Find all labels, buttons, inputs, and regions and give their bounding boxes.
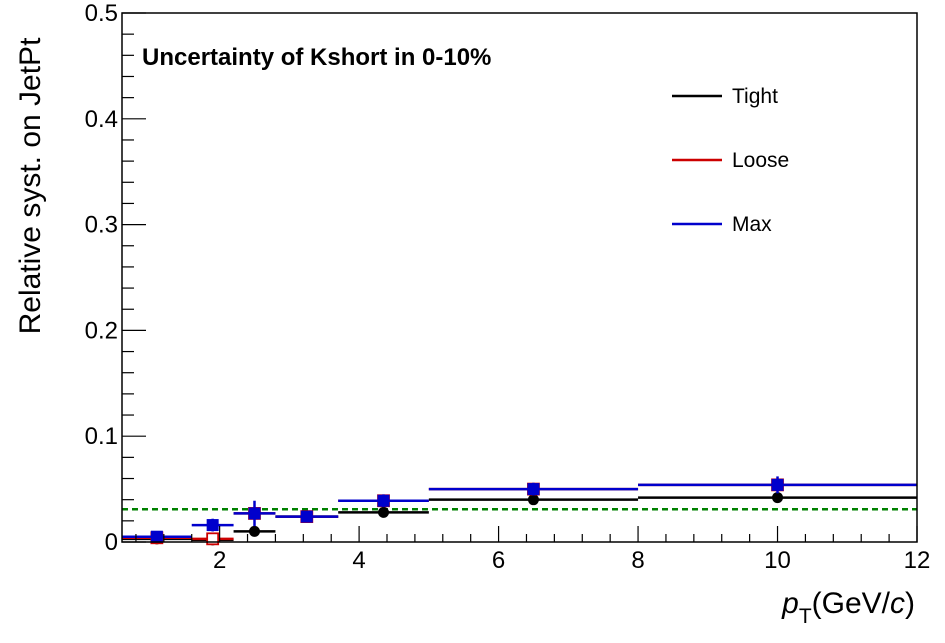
x-tick-label: 6 bbox=[492, 547, 505, 574]
x-tick-label: 10 bbox=[764, 547, 791, 574]
x-axis-title-sub: T bbox=[799, 605, 812, 628]
data-point bbox=[527, 483, 540, 496]
x-axis-title: pT(GeV/c) bbox=[781, 587, 915, 628]
data-point bbox=[772, 492, 784, 504]
data-point bbox=[150, 530, 163, 543]
plot-frame bbox=[121, 12, 918, 543]
data-point bbox=[300, 510, 313, 523]
data-point bbox=[377, 494, 390, 507]
data-point bbox=[378, 506, 390, 518]
x-tick-label: 2 bbox=[213, 547, 226, 574]
chart-title: Uncertainty of Kshort in 0-10% bbox=[142, 44, 491, 71]
x-axis-title-main: p bbox=[781, 587, 799, 620]
x-axis-title-unit-prefix: (GeV/ bbox=[812, 587, 891, 620]
legend-label: Max bbox=[732, 213, 772, 236]
y-tick-label: 0.5 bbox=[85, 0, 118, 27]
x-axis-title-unit-italic: c bbox=[890, 587, 905, 620]
legend-item-loose: Loose bbox=[672, 149, 789, 172]
legend-label: Tight bbox=[732, 85, 778, 108]
y-tick-label: 0.3 bbox=[85, 212, 118, 239]
x-tick-label: 4 bbox=[352, 547, 365, 574]
legend-item-max: Max bbox=[672, 213, 772, 236]
series-max bbox=[122, 476, 917, 543]
y-tick-label: 0.4 bbox=[85, 106, 118, 133]
data-point bbox=[771, 478, 784, 491]
data-point bbox=[527, 494, 539, 506]
data-point bbox=[206, 532, 220, 546]
x-tick-label: 12 bbox=[904, 547, 931, 574]
data-point bbox=[206, 519, 219, 532]
x-axis-title-unit-suffix: ) bbox=[905, 587, 915, 620]
data-point bbox=[248, 507, 261, 520]
legend-item-tight: Tight bbox=[672, 85, 778, 108]
legend-label: Loose bbox=[732, 149, 789, 172]
y-tick-label: 0.1 bbox=[85, 423, 118, 450]
y-tick-label: 0.2 bbox=[85, 317, 118, 344]
y-tick-label: 0 bbox=[105, 529, 118, 556]
data-point bbox=[249, 525, 260, 537]
y-axis-title: Relative syst. on JetPt bbox=[14, 37, 47, 334]
x-tick-label: 8 bbox=[631, 547, 644, 574]
